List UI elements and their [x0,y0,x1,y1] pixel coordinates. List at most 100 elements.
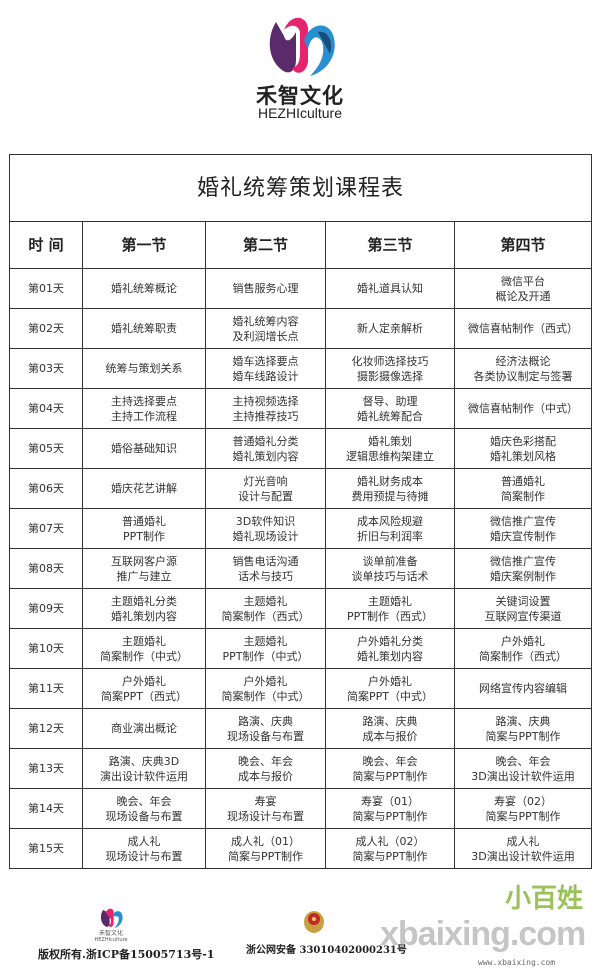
session-cell: 成本风险规避 折旧与利润率 [325,508,455,549]
session-cell: 微信推广宣传 婚庆宣传制作 [453,508,593,549]
session-text: 简案与PPT制作 [352,849,428,863]
day-cell: 第14天 [9,788,83,829]
session-cell: 主持视频选择 主持推荐技巧 [205,388,326,429]
table-row: 第13天 路演、庆典3D 演出设计软件运用 晚会、年会 成本与报价 晚会、年会 简案与PPT… [9,748,593,789]
session-text: 婚礼策划 [368,434,412,448]
session-cell: 谈单前准备 谈单技巧与话术 [325,548,455,589]
brand-name-cn: 禾智文化 [256,84,344,108]
session-text: 谈单技巧与话术 [351,569,429,583]
session-text: 寿宴 [254,794,277,808]
session-text: 路演、庆典 [362,714,418,728]
session-text: 成本风险规避 [357,514,423,528]
session-text: 寿宴（02） [494,794,553,808]
session-text: 婚礼策划风格 [490,449,557,463]
table-row: 第14天 晚会、年会 现场设备与布置 寿宴 现场设计与布置 寿宴（01） 简案与PPT制作寿… [9,788,593,829]
session-text: 销售电话沟通 [232,554,299,568]
session-text: 婚礼统筹概论 [111,282,177,295]
brand-name-en: HEZHIculture [257,105,343,121]
day-cell: 第05天 [9,428,83,469]
session-text: 现场设计与布置 [105,849,183,863]
session-text: 主题婚礼 [243,634,288,648]
day-cell: 第11天 [9,668,83,709]
day-cell: 第03天 [9,348,83,389]
session-cell: 婚礼统筹内容 及利润增长点 [205,308,326,349]
session-cell: 婚庆色彩搭配 婚礼策划风格 [453,428,593,469]
session-text: PPT制作（中式） [222,649,309,663]
session-cell: 路演、庆典 简案与PPT制作 [453,708,593,749]
session-text: 成人礼（02） [355,834,425,848]
session-text: 简案与PPT制作 [485,729,561,743]
session-cell: 网络宣传内容编辑 [453,668,593,709]
session-cell: 统筹与策划关系 [82,348,206,389]
session-text: 晚会、年会 [362,754,418,768]
session-text: 互联网宣传渠道 [484,609,562,623]
session-cell: 督导、助理 婚礼统筹配合 [325,388,455,429]
session-text: 微信推广宣传 [490,514,557,528]
header-time: 时 间 [9,221,83,269]
session-text: 路演、庆典 [495,714,551,728]
session-cell: 户外婚礼 简案制作（西式） [453,628,593,669]
footer-logo-icon [100,908,123,928]
session-text: 路演、庆典3D [108,754,180,768]
session-text: 统筹与策划关系 [105,362,183,375]
session-text: 灯光音响 [243,474,288,488]
session-text: 摄影摄像选择 [357,369,423,383]
session-text: 设计与配置 [238,489,293,503]
session-text: 成本与报价 [238,769,293,783]
footer-logo-cn: 禾智文化 [98,930,123,937]
session-text: 推广与建立 [116,569,172,583]
table-row: 第04天 主持选择要点 主持工作流程 主持视频选择 主持推荐技巧 督导、助理 婚礼统筹配合微… [9,388,593,429]
session-cell: 婚礼财务成本 费用预提与待摊 [325,468,455,509]
day-cell: 第15天 [9,828,83,869]
table-row: 第10天 主题婚礼 简案制作（中式） 主题婚礼 PPT制作（中式） 户外婚礼分类 婚礼策划内… [9,628,593,669]
session-cell: 主题婚礼 简案制作（西式） [205,588,326,629]
table-row: 第08天 互联网客户源 推广与建立 销售电话沟通 话术与技巧 谈单前准备 谈单技巧与话术 微信… [9,548,593,589]
session-text: 婚礼策划内容 [232,449,299,463]
session-text: 经济法概论 [495,354,551,368]
session-text: 逻辑思维构架建立 [346,449,434,463]
session-cell: 婚车选择要点 婚车线路设计 [205,348,326,389]
table-row: 第05天 婚俗基础知识 普通婚礼分类 婚礼策划内容 婚礼策划 逻辑思维构架建立 婚庆色彩搭配… [9,428,593,469]
session-text: 3D演出设计软件运用 [471,849,575,863]
session-cell: 晚会、年会 现场设备与布置 [82,788,206,829]
day-cell: 第13天 [9,748,83,789]
session-text: 现场设计与布置 [227,809,304,823]
session-text: 销售服务心理 [232,282,299,295]
session-text: 主持视频选择 [232,394,299,408]
day-cell: 第02天 [9,308,83,349]
session-text: 化妆师选择技巧 [351,354,429,368]
table-row: 第15天 成人礼 现场设计与布置 成人礼（01） 简案与PPT制作 成人礼（02） 简案与P… [9,828,593,869]
session-text: 晚会、年会 [495,754,551,768]
police-emblem-icon [304,911,324,933]
session-text: 婚礼统筹内容 [232,314,299,328]
brand-logo-icon [269,17,335,76]
session-cell: 主持选择要点 主持工作流程 [82,388,206,429]
session-text: 互联网客户源 [111,554,177,568]
day-cell: 第12天 [9,708,83,749]
session-cell: 普通婚礼分类 婚礼策划内容 [205,428,326,469]
session-cell: 成人礼 现场设计与布置 [82,828,206,869]
session-text: 成人礼 [127,834,161,848]
session-cell: 成人礼 3D演出设计软件运用 [453,828,593,869]
session-text: 普通婚礼 [501,474,546,488]
header-session-3: 第三节 [325,221,455,269]
table-title: 婚礼统筹策划课程表 [8,154,593,222]
session-cell: 化妆师选择技巧 摄影摄像选择 [325,348,455,389]
session-text: 简案与PPT制作 [352,809,428,823]
session-cell: 成人礼（01） 简案与PPT制作 [205,828,326,869]
table-row: 第12天 商业演出概论 路演、庆典 现场设备与布置 路演、庆典 成本与报价 路演、庆典 简案与… [9,708,593,749]
table-row: 第02天 婚礼统筹职责 婚礼统筹内容 及利润增长点 新人定亲解析 微信喜帖制作（西式） [9,308,593,349]
session-text: 普通婚礼分类 [232,434,299,448]
session-text: 简案制作 [501,489,546,503]
session-text: 各类协议制定与签署 [473,369,573,383]
session-text: 现场设备与布置 [105,809,183,823]
watermark-text: xbaixing.com [380,915,586,953]
session-cell: 户外婚礼 简案PPT（西式） [82,668,206,709]
session-text: 网络宣传内容编辑 [479,682,568,695]
session-text: 婚礼现场设计 [232,529,299,543]
day-cell: 第10天 [9,628,83,669]
session-text: 话术与技巧 [238,569,293,583]
session-cell: 婚礼统筹职责 [82,308,206,349]
session-cell: 销售电话沟通 话术与技巧 [205,548,326,589]
session-cell: 新人定亲解析 [325,308,455,349]
